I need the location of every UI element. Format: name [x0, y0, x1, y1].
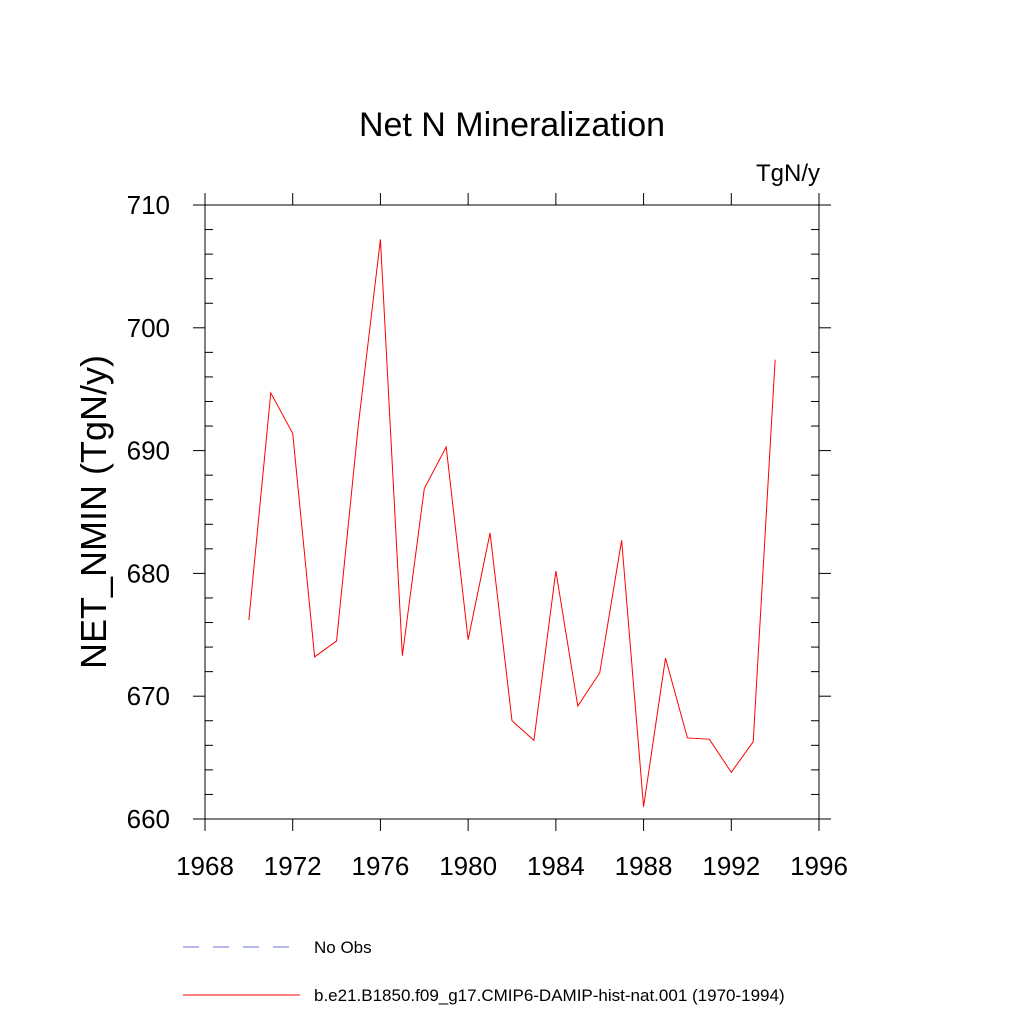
x-tick-label: 1972 [264, 851, 322, 881]
y-tick-label: 680 [127, 558, 170, 588]
units-label: TgN/y [756, 160, 820, 187]
axis-ticks [193, 193, 831, 831]
y-tick-label: 690 [127, 436, 170, 466]
x-tick-label: 1992 [702, 851, 760, 881]
plot-frame [204, 204, 820, 820]
y-tick-label: 700 [127, 313, 170, 343]
x-tick-label: 1984 [527, 851, 585, 881]
y-tick-label: 660 [127, 804, 170, 834]
x-tick-label: 1988 [615, 851, 673, 881]
legend-label: No Obs [314, 938, 372, 957]
legend: No Obs b.e21.B1850.f09_g17.CMIP6-DAMIP-hi… [183, 938, 785, 1005]
axis-tick-labels: 1968 1972 1976 1980 1984 1988 1992 1996 660 670 68… [127, 190, 848, 881]
x-tick-label: 1976 [352, 851, 410, 881]
y-tick-label: 670 [127, 681, 170, 711]
legend-label: b.e21.B1850.f09_g17.CMIP6-DAMIP-hist-nat… [314, 986, 785, 1005]
y-tick-label: 710 [127, 190, 170, 220]
series-line [248, 239, 776, 807]
x-tick-label: 1996 [790, 851, 848, 881]
chart-title: Net N Mineralization [359, 106, 665, 144]
y-axis-label: NET_NMIN (TgN/y) [73, 355, 114, 669]
x-tick-label: 1980 [439, 851, 497, 881]
series-layer [248, 239, 776, 807]
x-tick-label: 1968 [176, 851, 234, 881]
